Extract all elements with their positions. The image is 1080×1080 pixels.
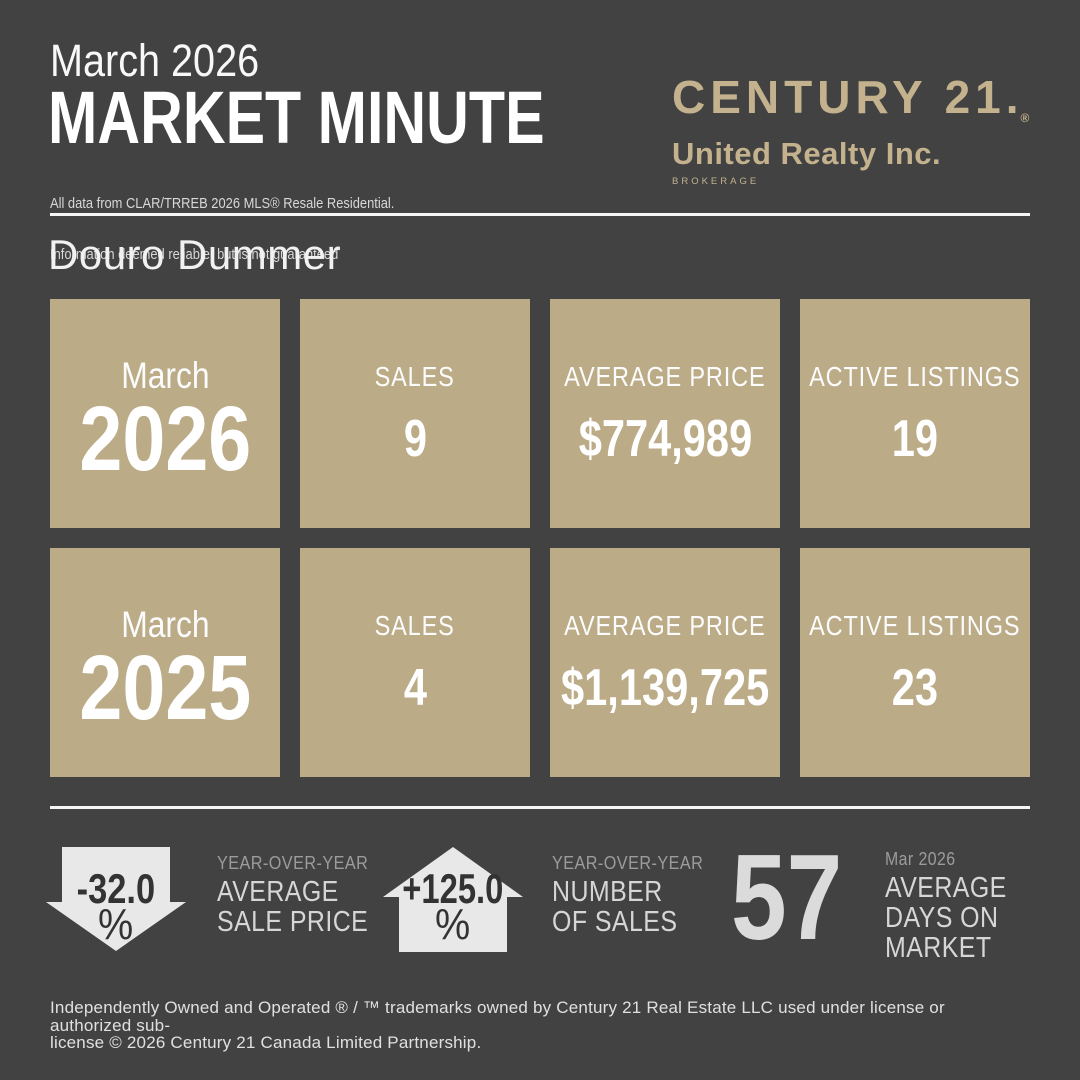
stat-value: 19 [891,409,939,468]
days-on-market-caption: Mar 2026 AVERAGE DAYS ON MARKET [885,849,1007,964]
registered-trademark-icon: ® [1020,111,1030,125]
arrow-up-icon [383,847,523,952]
sale-price-change-caption: YEAR-OVER-YEAR AVERAGE SALE PRICE [217,853,369,938]
region-title: Douro Dummer [48,231,342,278]
header-divider [50,213,1030,216]
data-source-disclaimer: All data from CLAR/TRREB 2026 MLS® Resal… [50,195,395,263]
brokerage-descriptor: BROKERAGE [672,176,760,187]
stat-label: AVERAGE PRICE [564,609,766,641]
arrow-down-icon [46,847,186,951]
brokerage-name: United Realty Inc. [672,136,942,171]
sales-change-indicator: +125.0 % [383,847,523,952]
century21-wordmark: CENTURY 21.® [672,71,1030,125]
stat-value: $774,989 [578,409,752,468]
summary-divider [50,806,1030,809]
percent-sign: % [98,900,134,949]
period-year: 2026 [79,387,251,490]
period-card-2025: March 2025 [50,548,280,777]
stat-label: ACTIVE LISTINGS [809,360,1021,392]
period-month: March [120,354,210,396]
stat-value: 4 [403,658,427,717]
stat-card-sales-2026: SALES 9 [300,299,530,528]
stat-value: 9 [403,409,427,468]
stat-label: ACTIVE LISTINGS [809,609,1021,641]
legal-footer: Independently Owned and Operated ® / ™ t… [50,998,945,1052]
period-card-2026: March 2026 [50,299,280,528]
stat-label: SALES [374,609,456,641]
stat-value: $1,139,725 [560,658,770,717]
stat-label: SALES [374,360,456,392]
stat-card-average-price-2025: AVERAGE PRICE $1,139,725 [550,548,780,777]
percent-sign: % [435,900,471,949]
sales-change-value: +125.0 [402,865,504,912]
period-year: 2025 [79,636,251,739]
stat-label: AVERAGE PRICE [564,360,766,392]
century21-logo: CENTURY 21.® United Realty Inc. BROKERAG… [672,74,1032,187]
stat-card-sales-2025: SALES 4 [300,548,530,777]
stat-card-average-price-2026: AVERAGE PRICE $774,989 [550,299,780,528]
stats-grid: March 2026 SALES 9 AVERAGE PRICE $774,98… [50,299,1030,777]
sale-price-change-value: -32.0 [76,865,156,912]
sale-price-change-indicator: -32.0 % [46,847,186,951]
sales-change-caption: YEAR-OVER-YEAR NUMBER OF SALES [552,853,704,938]
stat-value: 23 [891,658,939,717]
stat-card-active-listings-2026: ACTIVE LISTINGS 19 [800,299,1030,528]
page-title: MARKET MINUTE [48,76,545,159]
report-month: March 2026 [50,35,260,86]
period-month: March [120,603,210,645]
days-on-market-value: 57 [731,829,843,965]
stat-card-active-listings-2025: ACTIVE LISTINGS 23 [800,548,1030,777]
